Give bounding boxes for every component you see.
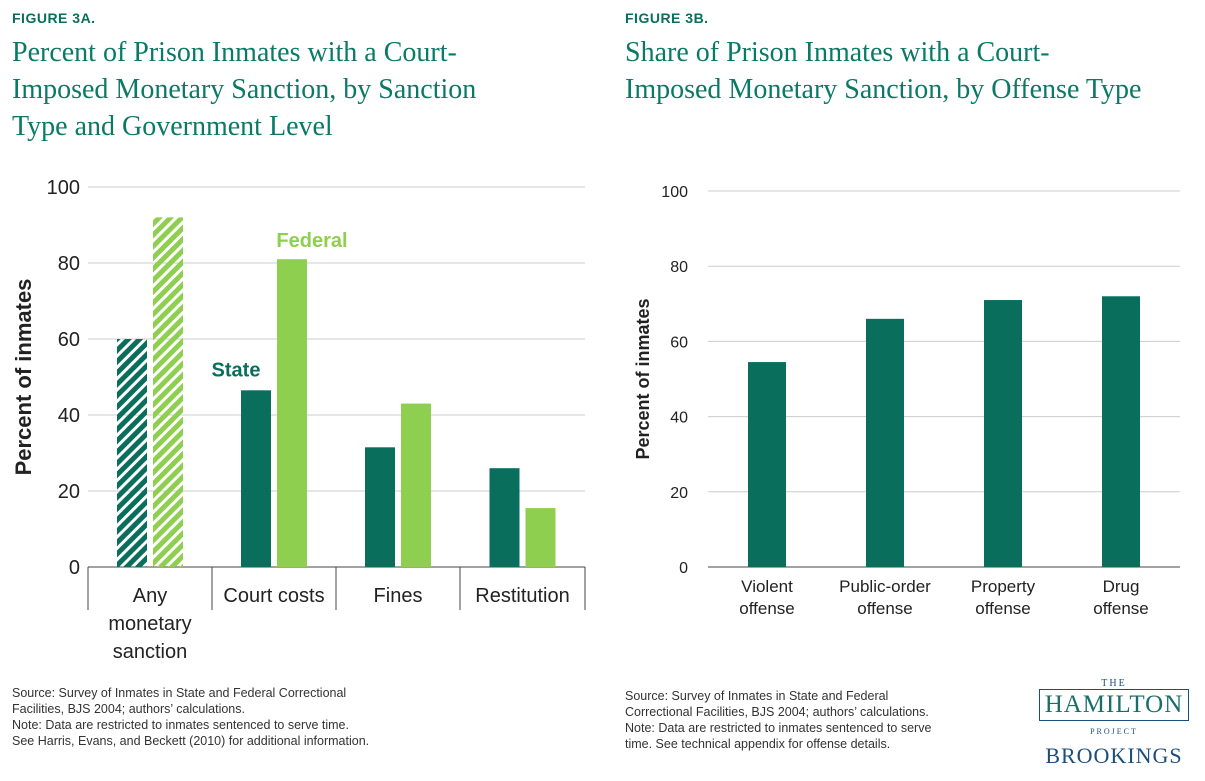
bar: [1102, 296, 1140, 567]
figure-3b-notes: Source: Survey of Inmates in State and F…: [625, 688, 945, 752]
logo-brookings: BROOKINGS: [1045, 743, 1183, 768]
federal-bar: [277, 259, 307, 567]
figure-3b-title: Share of Prison Inmates with a Court- Im…: [625, 37, 1142, 105]
figure-3b-note: Note: Data are restricted to inmates sen…: [625, 721, 932, 751]
federal-bar: [525, 508, 556, 567]
figure-3a-note: Note: Data are restricted to inmates sen…: [12, 718, 370, 748]
figure-3b-source: Source: Survey of Inmates in State and F…: [625, 689, 929, 719]
figure-3a: FIGURE 3A. Percent of Prison Inmates wit…: [0, 0, 600, 781]
y-tick-label: 40: [58, 405, 80, 427]
figure-3b: FIGURE 3B. Share of Prison Inmates with …: [612, 0, 1205, 781]
y-axis-label: Percent of inmates: [11, 279, 36, 476]
bar: [748, 362, 786, 567]
y-tick-label: 20: [58, 481, 80, 503]
logo-the: THE: [1101, 678, 1127, 689]
federal-bar: [401, 403, 431, 567]
chart-3b: 0 20 40 60 80 100 Percent of inmates Violent off…: [633, 184, 1180, 618]
bar: [866, 318, 904, 567]
logo-project: PROJECT: [1087, 727, 1141, 737]
x-category-label: Property offense: [971, 577, 1036, 618]
state-bar: [365, 447, 395, 567]
bar: [984, 300, 1022, 567]
series-label-federal: Federal: [276, 230, 347, 252]
x-category-label: Drug offense: [1093, 577, 1148, 618]
x-category-label: Court costs: [223, 585, 324, 607]
hamilton-brookings-logo: THE HAMILTON PROJECT BROOKINGS: [1039, 679, 1189, 769]
figure-3a-title: Percent of Prison Inmates with a Court- …: [12, 37, 477, 142]
y-axis-label: Percent of inmates: [633, 298, 653, 459]
figure-3a-source: Source: Survey of Inmates in State and F…: [12, 686, 347, 716]
y-tick-label: 80: [670, 259, 688, 276]
x-category-label: Any monetary sanction: [108, 585, 191, 663]
y-tick-label: 20: [670, 485, 688, 502]
x-category-label: Public-order offense: [839, 577, 931, 618]
y-tick-label: 100: [47, 177, 80, 199]
state-bar: [489, 468, 520, 567]
figure-3a-notes: Source: Survey of Inmates in State and F…: [12, 685, 372, 749]
x-category-label: Violent offense: [739, 577, 794, 618]
state-bar: [241, 390, 271, 567]
y-tick-label: 0: [679, 560, 688, 577]
figure-3a-label: FIGURE 3A.: [12, 10, 96, 26]
y-tick-label: 60: [670, 334, 688, 351]
x-category-label: Restitution: [475, 585, 570, 607]
y-tick-label: 100: [661, 184, 688, 201]
y-tick-label: 40: [670, 410, 688, 427]
y-tick-label: 60: [58, 329, 80, 351]
figure-3b-label: FIGURE 3B.: [625, 10, 709, 26]
y-tick-label: 80: [58, 253, 80, 275]
chart-3a: 0 20 40 60 80 100 Percent of inmates Any monetar…: [11, 177, 586, 663]
y-tick-label: 0: [69, 557, 80, 579]
state-bar: [117, 339, 147, 567]
logo-hamilton: HAMILTON: [1039, 689, 1189, 721]
federal-bar: [153, 217, 183, 567]
series-label-state: State: [212, 359, 261, 381]
x-category-label: Fines: [374, 585, 423, 607]
